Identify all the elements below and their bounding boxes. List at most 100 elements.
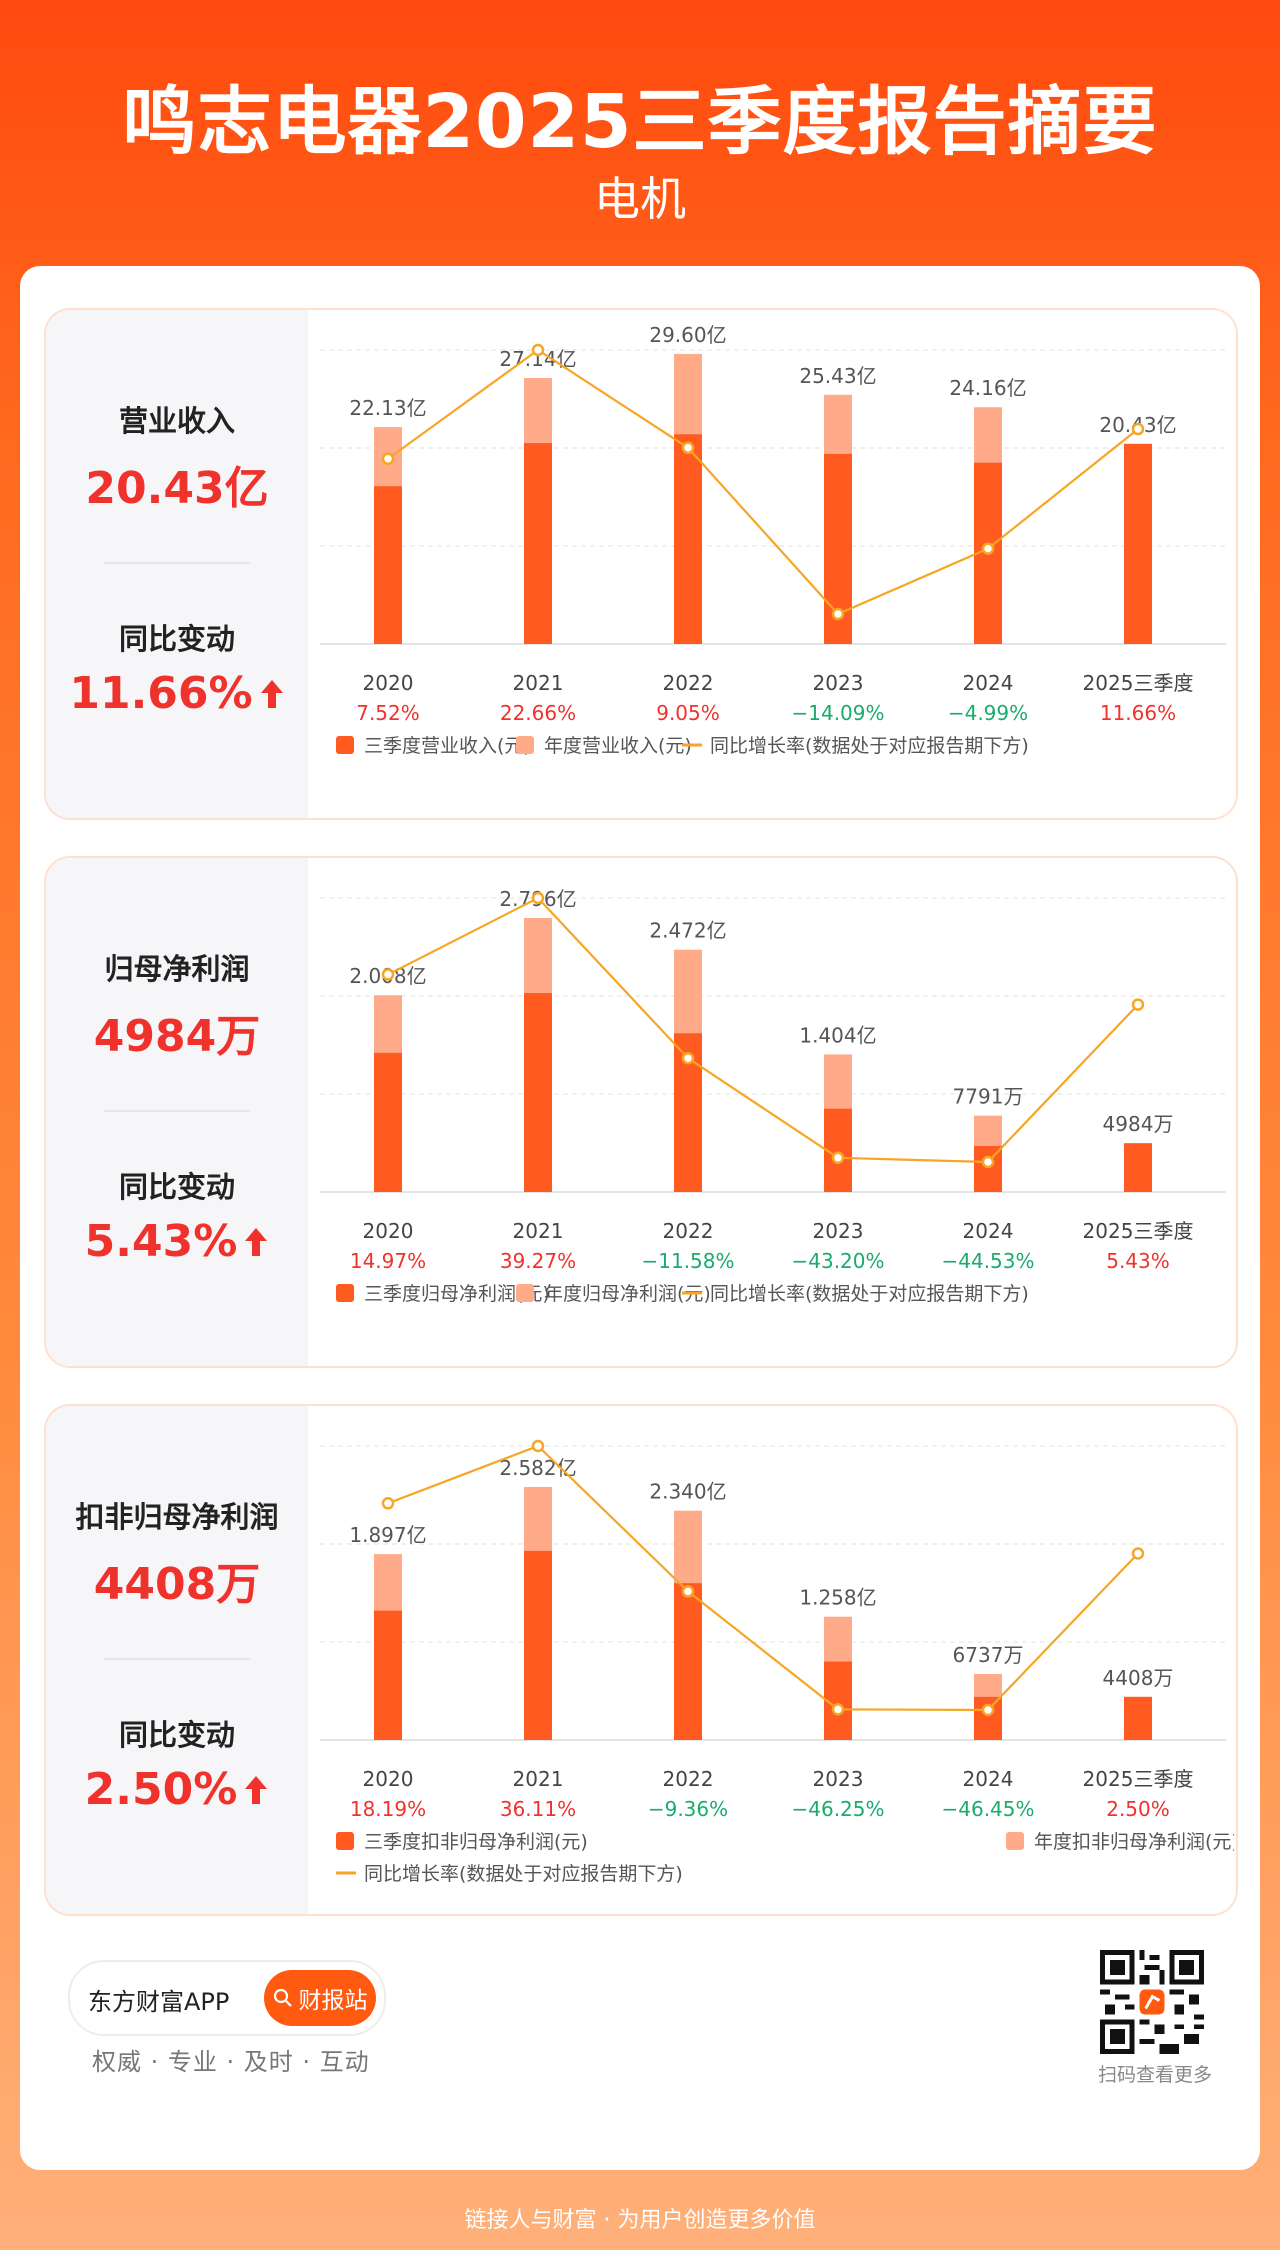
- legend-q3-label: 三季度营业收入(元): [364, 735, 531, 757]
- arrow-up-icon: [260, 679, 283, 708]
- x-tick-label: 2020: [363, 1219, 414, 1243]
- legend-q3-swatch: [336, 1832, 354, 1850]
- q3-bar: [374, 1052, 402, 1192]
- revenue-summary: 营业收入 20.43亿 同比变动 11.66%: [46, 310, 308, 818]
- arrow-up-icon: [245, 1227, 268, 1256]
- x-tick-label: 2023: [813, 1767, 864, 1791]
- q3-bar: [524, 1550, 552, 1740]
- growth-point: [981, 1155, 995, 1169]
- bar-value-label: 1.897亿: [349, 1523, 426, 1547]
- legend-q3-swatch: [336, 736, 354, 754]
- growth-rate-label: 39.27%: [500, 1249, 576, 1273]
- revenue-chart: 22.13亿20207.52%27.14亿202122.66%29.60亿202…: [320, 323, 1226, 757]
- growth-rate-label: 36.11%: [500, 1797, 576, 1821]
- q3-bar: [1124, 1696, 1152, 1740]
- growth-rate-label: −9.36%: [648, 1797, 728, 1821]
- q3-bar: [974, 1696, 1002, 1740]
- x-tick-label: 2022: [663, 671, 714, 695]
- legend-annual-label: 年度扣非归母净利润(元): [1034, 1831, 1234, 1853]
- growth-rate-label: −44.53%: [941, 1249, 1034, 1273]
- growth-rate-label: 11.66%: [1100, 701, 1176, 725]
- bar-value-label: 2.472亿: [649, 919, 726, 943]
- arrow-up-icon: [245, 1775, 268, 1804]
- growth-rate-label: 14.97%: [350, 1249, 426, 1273]
- legend-annual-label: 年度营业收入(元): [544, 735, 692, 757]
- growth-rate-label: −46.45%: [941, 1797, 1034, 1821]
- report-station-button[interactable]: 财报站: [264, 1970, 376, 2026]
- divider: [104, 562, 250, 564]
- change-label: 同比变动: [118, 622, 235, 656]
- q3-bar: [374, 486, 402, 644]
- growth-point: [831, 1151, 845, 1165]
- x-tick-label: 2024: [963, 1767, 1014, 1791]
- growth-point: [681, 1051, 695, 1065]
- x-tick-label: 2023: [813, 1219, 864, 1243]
- metric-value: 4984万: [93, 1011, 261, 1062]
- bar-value-label: 4984万: [1103, 1112, 1174, 1136]
- growth-point: [981, 542, 995, 555]
- q3-bar: [374, 1610, 402, 1740]
- legend-annual-swatch: [516, 1284, 534, 1302]
- metric-value: 20.43亿: [85, 463, 269, 514]
- bar-value-label: 24.16亿: [949, 376, 1026, 400]
- growth-rate-label: −46.25%: [791, 1797, 884, 1821]
- growth-point: [531, 891, 545, 905]
- revenue-panel: 营业收入 20.43亿 同比变动 11.66% 22.13亿 2020 7.52% 2…: [44, 308, 1238, 820]
- growth-point: [681, 1585, 695, 1598]
- metric-label: 归母净利润: [104, 952, 250, 986]
- growth-rate-label: −4.99%: [948, 701, 1028, 725]
- x-tick-label: 2020: [363, 1767, 414, 1791]
- metric-label: 营业收入: [118, 404, 235, 438]
- x-tick-label: 2021: [513, 1767, 564, 1791]
- qr-code-icon[interactable]: [1100, 1950, 1204, 2054]
- growth-rate-label: 2.50%: [1106, 1797, 1170, 1821]
- growth-rate-label: 18.19%: [350, 1797, 426, 1821]
- growth-rate-label: 7.52%: [356, 701, 420, 725]
- page-title: 鸣志电器2025三季度报告摘要: [122, 79, 1158, 165]
- growth-rate-label: 5.43%: [1106, 1249, 1170, 1273]
- bar-value-label: 2.340亿: [649, 1480, 726, 1504]
- bar-value-label: 7791万: [953, 1085, 1024, 1109]
- legend-annual-swatch: [516, 736, 534, 754]
- growth-line: [387, 896, 1139, 1164]
- growth-line: [387, 348, 1139, 616]
- change-value: 2.50%: [84, 1764, 238, 1815]
- legend-q3-label: 三季度归母净利润(元): [364, 1283, 550, 1305]
- legend-annual-label: 年度归母净利润(元): [544, 1283, 711, 1305]
- bottom-tagline: 链接人与财富 · 为用户创造更多价值: [464, 2208, 816, 2233]
- x-tick-label: 2020: [363, 671, 414, 695]
- app-name: 东方财富APP: [88, 1988, 230, 2016]
- change-label: 同比变动: [118, 1718, 235, 1752]
- x-tick-label: 2023: [813, 671, 864, 695]
- x-tick-label: 2021: [513, 1219, 564, 1243]
- x-tick-label: 2021: [513, 671, 564, 695]
- q3-bar: [524, 993, 552, 1192]
- growth-point: [1131, 422, 1145, 436]
- metric-label: 扣非归母净利润: [75, 1500, 279, 1534]
- q3-bar: [674, 434, 702, 644]
- growth-point: [831, 607, 845, 621]
- growth-point: [681, 441, 695, 455]
- bar-value-label: 22.13亿: [349, 396, 426, 420]
- report-station-label: 财报站: [298, 1988, 368, 2014]
- growth-point: [531, 1439, 545, 1453]
- q3-bar: [1124, 443, 1152, 644]
- growth-rate-label: 9.05%: [656, 701, 720, 725]
- legend-growth-label: 同比增长率(数据处于对应报告期下方): [364, 1863, 683, 1885]
- bar-value-label: 25.43亿: [799, 364, 876, 388]
- bar-value-label: 6737万: [953, 1643, 1024, 1667]
- net-profit-summary: 归母净利润 4984万 同比变动 5.43%: [46, 858, 308, 1366]
- bar-value-label: 1.258亿: [799, 1586, 876, 1610]
- growth-point: [381, 452, 395, 466]
- bar-value-label: 2.582亿: [499, 1456, 576, 1480]
- growth-point: [831, 1703, 845, 1716]
- qr-caption: 扫码查看更多: [1098, 2064, 1213, 2086]
- growth-point: [1131, 998, 1145, 1011]
- bar-value-label: 4408万: [1103, 1666, 1174, 1690]
- legend-q3-swatch: [336, 1284, 354, 1302]
- q3-bar: [674, 1583, 702, 1740]
- change-value: 11.66%: [69, 668, 253, 719]
- legend-annual-swatch: [1006, 1832, 1024, 1850]
- growth-rate-label: −43.20%: [791, 1249, 884, 1273]
- app-badge[interactable]: 东方财富APP 财报站: [68, 1960, 386, 2036]
